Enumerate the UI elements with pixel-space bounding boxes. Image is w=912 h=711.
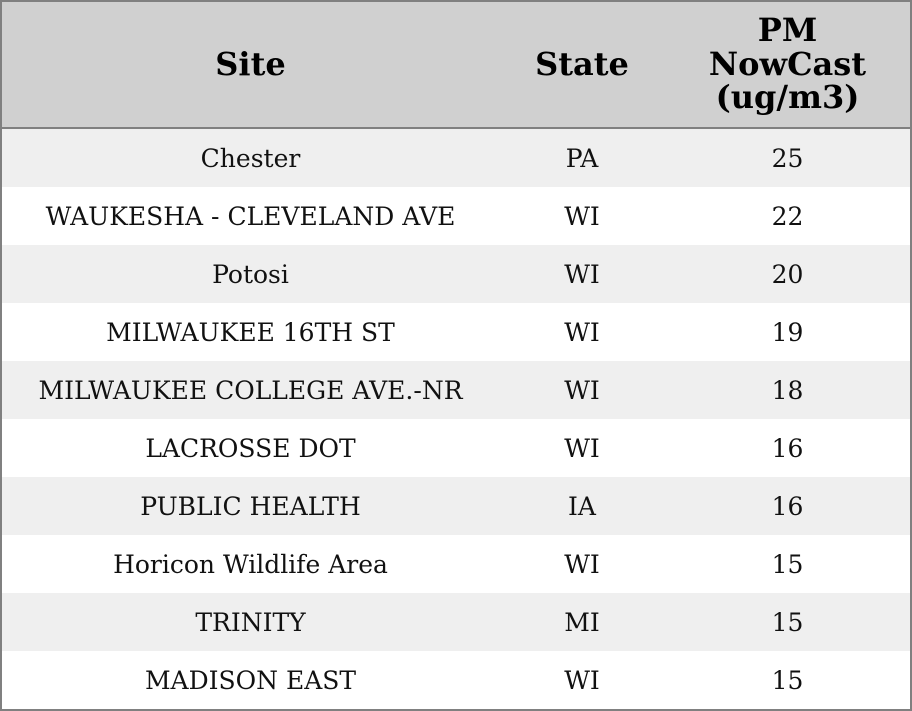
value-cell: 22 — [665, 187, 910, 245]
state-cell: WI — [499, 651, 665, 709]
state-cell: MI — [499, 593, 665, 651]
site-cell: MADISON EAST — [2, 651, 499, 709]
site-cell: TRINITY — [2, 593, 499, 651]
state-cell: PA — [499, 128, 665, 187]
site-cell: LACROSSE DOT — [2, 419, 499, 477]
header-row: Site State PM NowCast (ug/m3) — [2, 2, 910, 129]
table-header: Site State PM NowCast (ug/m3) — [2, 2, 910, 129]
table-row: Potosi WI 20 — [2, 245, 910, 303]
header-cell: Site — [2, 2, 499, 129]
value-cell: 20 — [665, 245, 910, 303]
site-cell: WAUKESHA - CLEVELAND AVE — [2, 187, 499, 245]
state-cell: WI — [499, 245, 665, 303]
state-cell: WI — [499, 303, 665, 361]
table-row: MILWAUKEE COLLEGE AVE.-NR WI 18 — [2, 361, 910, 419]
value-cell: 15 — [665, 593, 910, 651]
value-cell: 15 — [665, 535, 910, 593]
table-row: LACROSSE DOT WI 16 — [2, 419, 910, 477]
header-cell: PM NowCast (ug/m3) — [665, 2, 910, 129]
header-cell: State — [499, 2, 665, 129]
site-cell: Chester — [2, 128, 499, 187]
value-cell: 25 — [665, 128, 910, 187]
state-cell: WI — [499, 187, 665, 245]
value-cell: 15 — [665, 651, 910, 709]
table-row: MADISON EAST WI 15 — [2, 651, 910, 709]
state-cell: WI — [499, 361, 665, 419]
table-row: MILWAUKEE 16TH ST WI 19 — [2, 303, 910, 361]
table-body: Chester PA 25 WAUKESHA - CLEVELAND AVE WI 22 P… — [2, 128, 910, 709]
table-row: WAUKESHA - CLEVELAND AVE WI 22 — [2, 187, 910, 245]
site-cell: PUBLIC HEALTH — [2, 477, 499, 535]
site-cell: Potosi — [2, 245, 499, 303]
state-cell: IA — [499, 477, 665, 535]
state-cell: WI — [499, 535, 665, 593]
table-row: Chester PA 25 — [2, 128, 910, 187]
site-cell: Horicon Wildlife Area — [2, 535, 499, 593]
site-cell: MILWAUKEE COLLEGE AVE.-NR — [2, 361, 499, 419]
table-row: Horicon Wildlife Area WI 15 — [2, 535, 910, 593]
table-row: PUBLIC HEALTH IA 16 — [2, 477, 910, 535]
value-cell: 18 — [665, 361, 910, 419]
value-cell: 16 — [665, 419, 910, 477]
table-row: TRINITY MI 15 — [2, 593, 910, 651]
value-cell: 16 — [665, 477, 910, 535]
state-cell: WI — [499, 419, 665, 477]
value-cell: 19 — [665, 303, 910, 361]
site-cell: MILWAUKEE 16TH ST — [2, 303, 499, 361]
